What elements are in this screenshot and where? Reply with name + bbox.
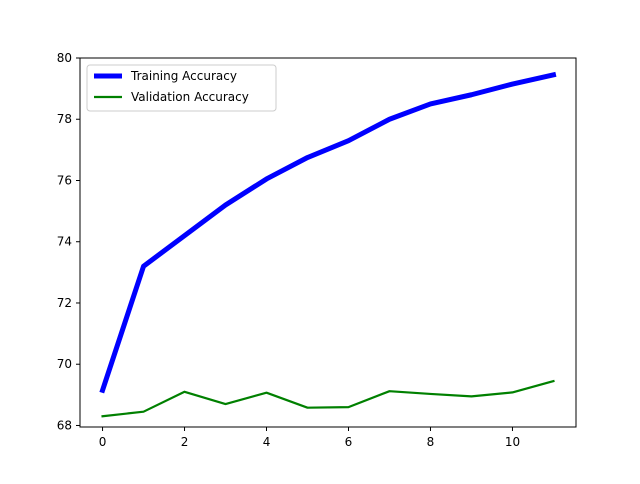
series-line-validation bbox=[101, 379, 555, 418]
plot-area bbox=[99, 71, 557, 418]
y-tick-label: 78 bbox=[57, 112, 72, 126]
y-tick-label: 68 bbox=[57, 418, 72, 432]
x-tick-label: 6 bbox=[345, 435, 353, 449]
legend-label-training: Training Accuracy bbox=[130, 69, 237, 83]
axes-frame bbox=[79, 57, 577, 428]
y-tick-label: 80 bbox=[57, 51, 72, 65]
y-tick-label: 70 bbox=[57, 357, 72, 371]
x-tick-label: 2 bbox=[181, 435, 189, 449]
x-tick-label: 4 bbox=[263, 435, 271, 449]
series-line-training bbox=[99, 71, 557, 394]
y-tick-label: 72 bbox=[57, 296, 72, 310]
x-tick-label: 8 bbox=[427, 435, 435, 449]
x-tick-label: 10 bbox=[505, 435, 520, 449]
x-tick-label: 0 bbox=[99, 435, 107, 449]
legend: Training Accuracy Validation Accuracy bbox=[86, 64, 277, 112]
legend-label-validation: Validation Accuracy bbox=[131, 90, 249, 104]
y-tick-label: 74 bbox=[57, 235, 72, 249]
y-tick-label: 76 bbox=[57, 173, 72, 187]
legend-box bbox=[86, 64, 277, 112]
